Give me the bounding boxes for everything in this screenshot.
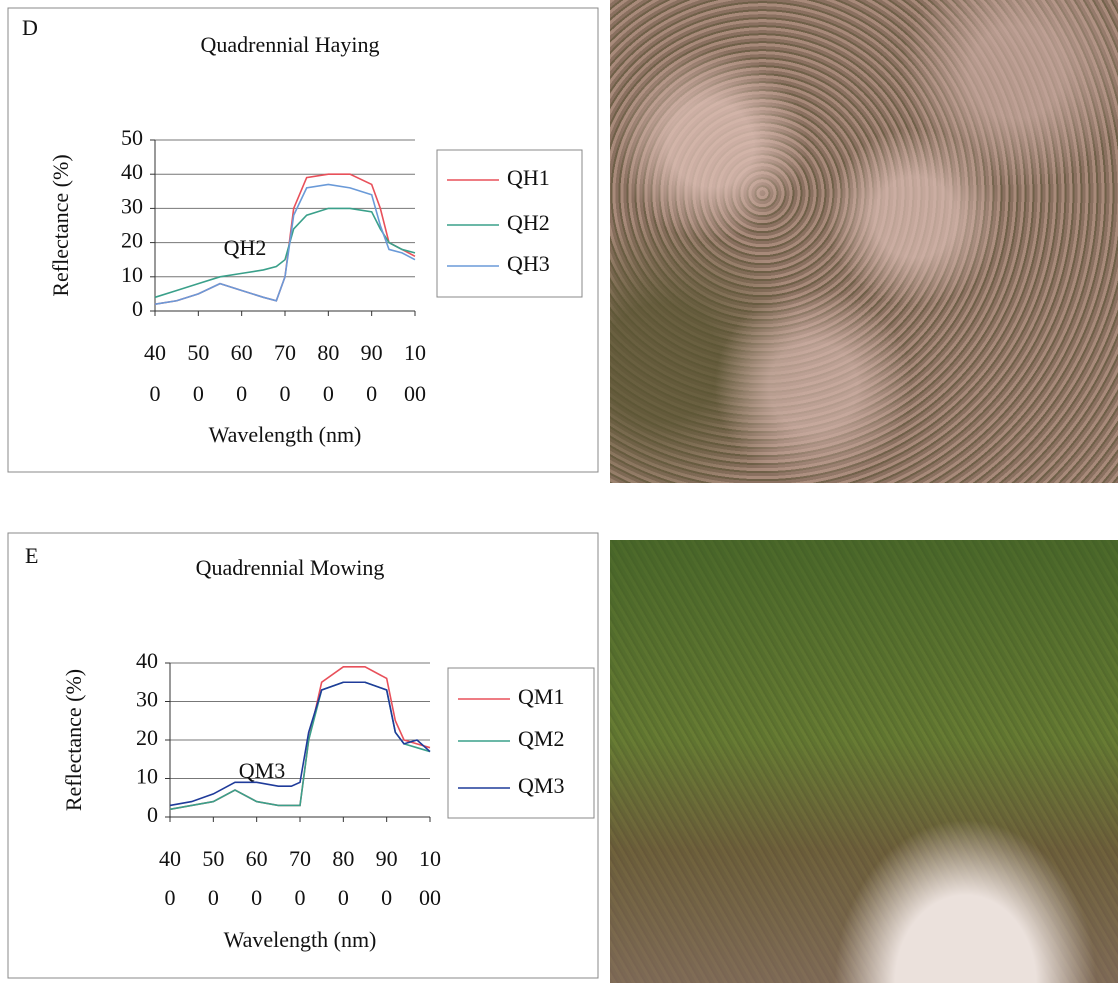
- y-tick-label: 0: [132, 296, 143, 321]
- y-tick-label: 10: [121, 262, 143, 287]
- chart-title: Quadrennial Haying: [201, 32, 380, 57]
- y-axis-title: Reflectance (%): [48, 154, 73, 296]
- y-tick-label: 20: [121, 228, 143, 253]
- y-axis-title: Reflectance (%): [61, 669, 86, 811]
- legend-label: QM3: [518, 773, 564, 798]
- y-tick-label: 20: [136, 725, 158, 750]
- legend-label: QM1: [518, 684, 564, 709]
- annotation: QM3: [239, 758, 285, 783]
- panel-letter: D: [22, 15, 38, 40]
- legend-label: QH3: [507, 251, 550, 276]
- y-tick-label: 30: [121, 193, 143, 218]
- y-tick-label: 40: [136, 648, 158, 673]
- y-tick-label: 10: [136, 764, 158, 789]
- legend-label: QH1: [507, 165, 550, 190]
- y-tick-label: 50: [121, 125, 143, 150]
- y-tick-label: 0: [147, 802, 158, 827]
- chart-title: Quadrennial Mowing: [196, 555, 385, 580]
- x-axis-title: Wavelength (nm): [209, 422, 362, 447]
- photo: [610, 0, 1118, 483]
- photo: [610, 540, 1118, 983]
- panel-letter: E: [25, 543, 38, 568]
- annotation: QH2: [224, 235, 267, 260]
- page: DQuadrennial Haying010203040504005006007…: [0, 0, 1118, 983]
- legend-label: QH2: [507, 210, 550, 235]
- y-tick-label: 30: [136, 687, 158, 712]
- x-axis-title: Wavelength (nm): [224, 927, 377, 952]
- y-tick-label: 40: [121, 159, 143, 184]
- legend-label: QM2: [518, 726, 564, 751]
